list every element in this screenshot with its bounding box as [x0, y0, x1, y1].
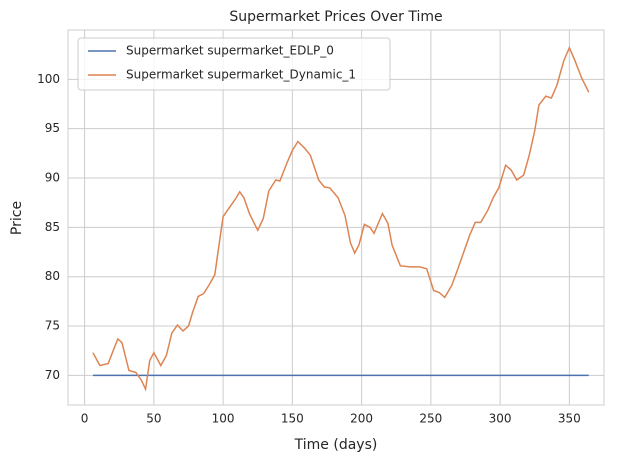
legend-label: Supermarket supermarket_Dynamic_1: [126, 68, 356, 82]
x-tick-label: 200: [350, 412, 373, 426]
x-tick-label: 150: [281, 412, 304, 426]
y-tick-label: 100: [37, 72, 60, 86]
legend-box: [77, 37, 391, 91]
plot-frame: [67, 29, 605, 406]
y-axis-label: Price: [9, 201, 25, 235]
x-tick-label: 300: [489, 412, 512, 426]
x-axis-label: Time (days): [294, 437, 378, 453]
chart-title: Supermarket Prices Over Time: [229, 9, 442, 25]
data-line: [92, 45, 590, 392]
x-tick-label: 100: [212, 412, 235, 426]
x-tick-label: 0: [81, 412, 89, 426]
y-tick-label: 80: [45, 269, 60, 283]
y-tick-label: 75: [45, 319, 60, 333]
legend: Supermarket supermarket_EDLP_0 Supermarke…: [77, 37, 391, 91]
y-tick-label: 70: [45, 368, 60, 382]
y-tick-label: 90: [45, 171, 60, 185]
y-tick-label: 95: [45, 121, 60, 135]
x-tick-label: 350: [558, 412, 581, 426]
x-tick-label: 50: [146, 412, 161, 426]
y-tick-label: 85: [45, 220, 60, 234]
x-tick-label: 250: [419, 412, 442, 426]
legend-label: Supermarket supermarket_EDLP_0: [126, 44, 334, 58]
